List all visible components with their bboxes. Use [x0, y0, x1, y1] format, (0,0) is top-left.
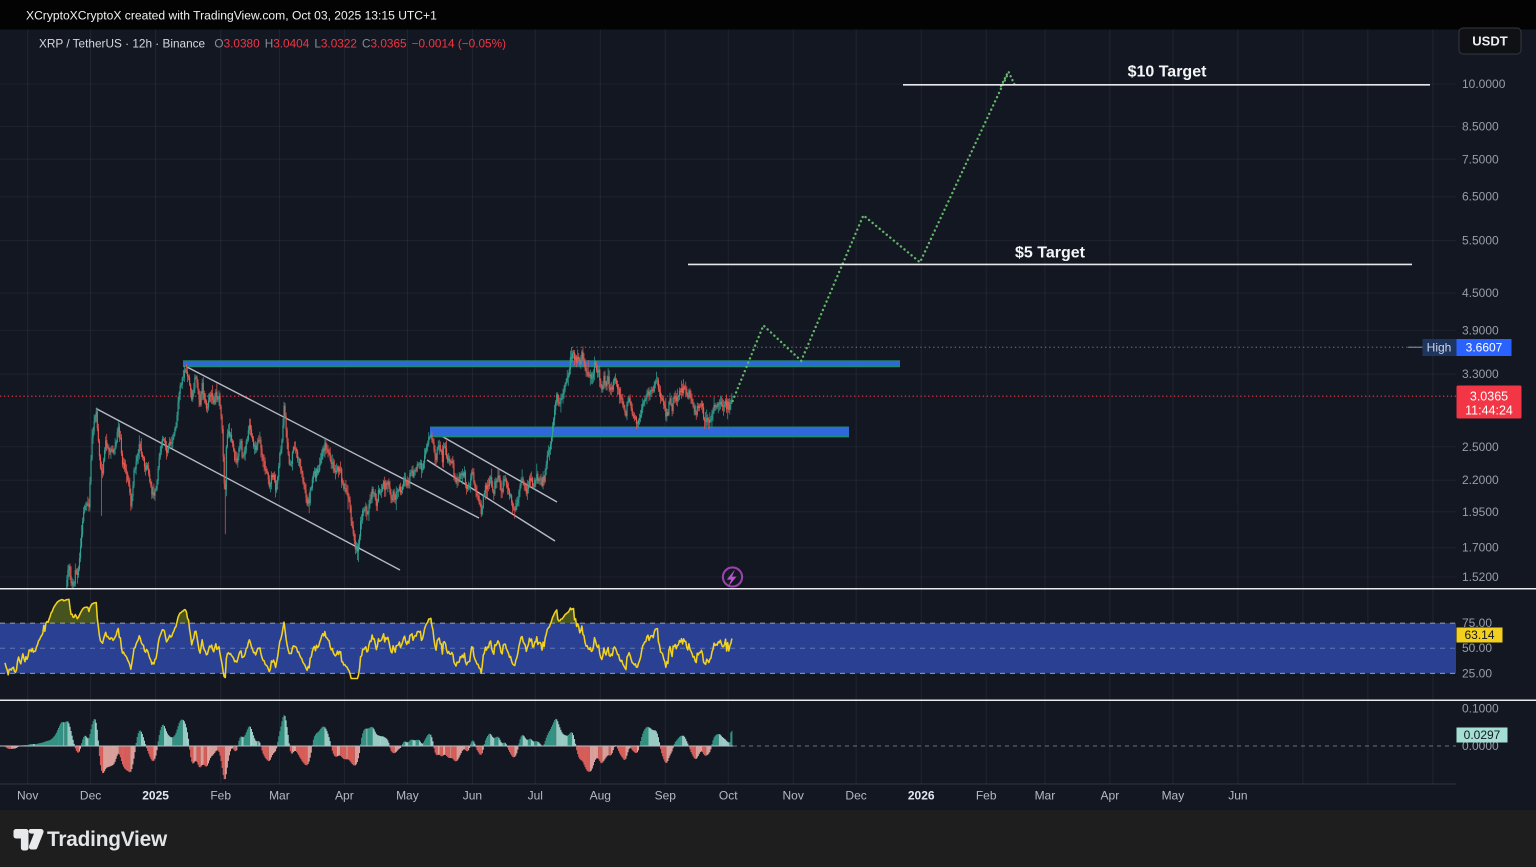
svg-text:May: May	[396, 789, 419, 803]
svg-text:Feb: Feb	[976, 789, 997, 803]
svg-text:Mar: Mar	[269, 789, 290, 803]
svg-text:7.5000: 7.5000	[1462, 152, 1499, 166]
svg-text:Nov: Nov	[17, 789, 38, 803]
svg-text:Apr: Apr	[335, 789, 354, 803]
svg-text:$5 Target: $5 Target	[1015, 245, 1086, 262]
svg-text:Feb: Feb	[210, 789, 231, 803]
svg-text:2026: 2026	[908, 789, 935, 803]
svg-text:May: May	[1162, 789, 1185, 803]
svg-text:XCryptoXCryptoX created with T: XCryptoXCryptoX created with TradingView…	[26, 9, 437, 23]
svg-text:4.5000: 4.5000	[1462, 286, 1499, 300]
svg-text:6.5000: 6.5000	[1462, 190, 1499, 204]
svg-text:1.7000: 1.7000	[1462, 541, 1499, 555]
svg-text:1.5200: 1.5200	[1462, 570, 1499, 584]
svg-text:2025: 2025	[142, 789, 169, 803]
svg-text:Apr: Apr	[1101, 789, 1120, 803]
svg-text:USDT: USDT	[1472, 34, 1507, 49]
svg-text:Nov: Nov	[783, 789, 804, 803]
svg-text:50.00: 50.00	[1462, 641, 1492, 655]
svg-text:XRP / TetherUS · 12h · Binance: XRP / TetherUS · 12h · Binance O3.0380 H3…	[39, 37, 506, 51]
svg-text:Jun: Jun	[1228, 789, 1247, 803]
svg-text:25.00: 25.00	[1462, 666, 1492, 680]
svg-text:3.6607: 3.6607	[1466, 341, 1503, 355]
svg-text:0.0297: 0.0297	[1464, 728, 1501, 742]
svg-text:$10 Target: $10 Target	[1128, 64, 1208, 81]
svg-text:75.00: 75.00	[1462, 616, 1492, 630]
svg-text:Dec: Dec	[845, 789, 866, 803]
svg-text:3.9000: 3.9000	[1462, 323, 1499, 337]
svg-text:2.5000: 2.5000	[1462, 440, 1499, 454]
svg-text:63.14: 63.14	[1464, 628, 1494, 642]
svg-text:Dec: Dec	[80, 789, 101, 803]
svg-text:Oct: Oct	[719, 789, 738, 803]
svg-text:Sep: Sep	[655, 789, 677, 803]
svg-text:3.0365: 3.0365	[1470, 390, 1508, 404]
svg-text:TradingView: TradingView	[47, 828, 168, 851]
svg-text:11:44:24: 11:44:24	[1465, 404, 1513, 418]
svg-text:2.2000: 2.2000	[1462, 473, 1499, 487]
svg-text:1.9500: 1.9500	[1462, 505, 1499, 519]
svg-text:Jul: Jul	[528, 789, 543, 803]
svg-text:0.1000: 0.1000	[1462, 702, 1499, 716]
svg-text:High: High	[1427, 341, 1452, 355]
svg-text:10.0000: 10.0000	[1462, 77, 1506, 91]
svg-text:Jun: Jun	[463, 789, 482, 803]
svg-text:8.5000: 8.5000	[1462, 120, 1499, 134]
svg-text:5.5000: 5.5000	[1462, 234, 1499, 248]
svg-text:Aug: Aug	[590, 789, 611, 803]
svg-text:Mar: Mar	[1035, 789, 1056, 803]
svg-text:3.3000: 3.3000	[1462, 367, 1499, 381]
